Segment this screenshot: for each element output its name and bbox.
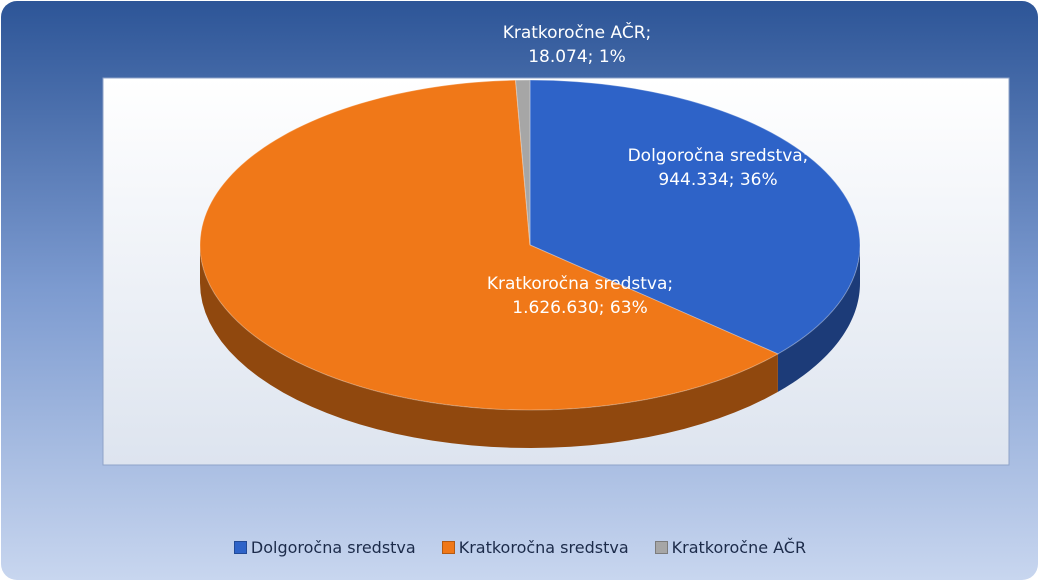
slice: [529, 79, 861, 355]
legend-item: Dolgoročna sredstva: [233, 538, 416, 557]
legend-swatch: [441, 541, 455, 554]
slice: [514, 79, 531, 246]
legend-item: Kratkoročne AČR: [654, 538, 807, 557]
data-label: Kratkoročne AČR; 18.074; 1%: [502, 23, 652, 67]
slice: [199, 79, 780, 411]
legend: Dolgoročna sredstva Kratkoročna sredstva K…: [0, 538, 1040, 557]
legend-swatch: [654, 541, 668, 554]
data-label: Kratkoročna sredstva; 1.626.630; 63%: [486, 274, 674, 318]
slice-side: [777, 245, 860, 392]
slice-side: [200, 245, 778, 448]
legend-swatch: [233, 541, 247, 554]
legend-label: Dolgoročna sredstva: [250, 538, 416, 557]
legend-label: Kratkoročna sredstva: [458, 538, 629, 557]
data-label: Dolgoročna sredstva; 944.334; 36%: [627, 146, 809, 190]
pie: [199, 79, 861, 448]
legend-label: Kratkoročne AČR: [671, 538, 807, 557]
legend-item: Kratkoročna sredstva: [441, 538, 629, 557]
